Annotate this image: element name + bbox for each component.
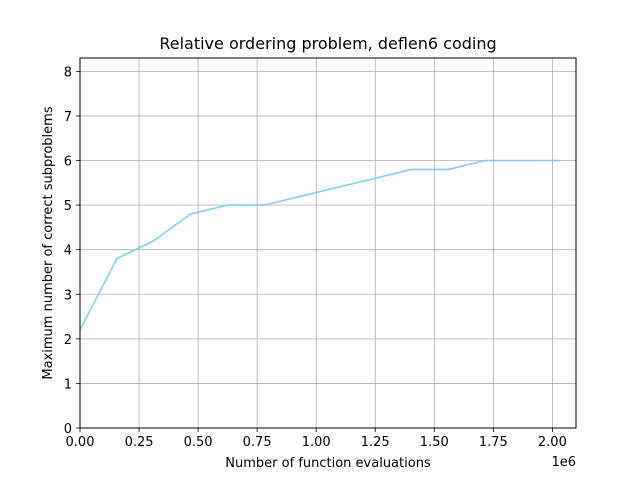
x-axis-offset-label: 1e6 <box>551 455 576 470</box>
data-point <box>189 213 192 215</box>
x-tick-label: 1.50 <box>420 435 449 450</box>
data-point <box>484 159 487 162</box>
data-point <box>300 195 302 198</box>
x-tick-label: 1.75 <box>479 435 508 450</box>
data-point <box>558 159 560 162</box>
data-point <box>447 168 450 171</box>
data-point <box>373 177 376 180</box>
x-axis-label: Number of function evaluations <box>225 456 431 471</box>
x-tick-label: 0.75 <box>243 435 272 450</box>
x-tick-label: 0.00 <box>66 435 95 450</box>
y-tick-label: 7 <box>64 110 72 125</box>
y-axis-label: Maximum number of correct subproblems <box>41 106 56 379</box>
y-tick-label: 6 <box>64 155 72 170</box>
y-tick-label: 4 <box>64 244 72 259</box>
data-point <box>115 257 118 260</box>
y-tick-label: 1 <box>64 377 72 392</box>
data-point <box>521 159 524 162</box>
data-point <box>263 204 266 207</box>
y-tick-label: 8 <box>64 65 72 80</box>
grid <box>79 58 576 429</box>
x-tick-label: 1.25 <box>361 435 390 450</box>
data-point <box>337 186 339 189</box>
x-tick-label: 1.00 <box>302 435 331 450</box>
y-tick-label: 0 <box>64 422 72 437</box>
x-tick-label: 0.25 <box>125 435 154 450</box>
x-tick-label: 0.50 <box>184 435 213 450</box>
ticks: 0.00 0.25 0.50 0.75 1.00 1.25 1.50 1.75 2.00 0 1 2 3… <box>64 65 567 450</box>
plot-frame <box>79 57 577 429</box>
series-layer <box>79 159 560 331</box>
data-point <box>152 239 155 242</box>
chart-title: Relative ordering problem, deflen6 codin… <box>159 34 496 53</box>
series-line <box>79 159 559 331</box>
y-tick-label: 5 <box>64 199 72 214</box>
x-tick-label: 2.00 <box>538 435 567 450</box>
data-point <box>410 168 413 171</box>
y-tick-label: 2 <box>64 333 72 348</box>
y-tick-label: 3 <box>64 288 72 303</box>
data-point <box>226 204 229 207</box>
